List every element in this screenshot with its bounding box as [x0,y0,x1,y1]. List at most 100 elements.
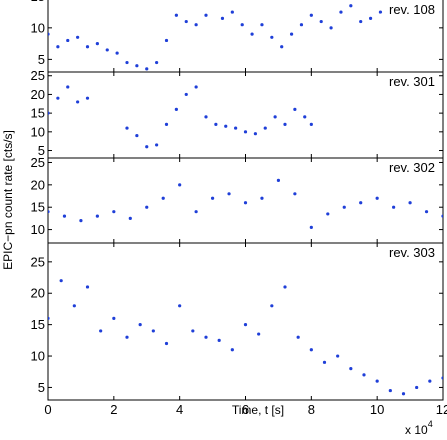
data-point [135,64,139,68]
data-point [224,124,228,128]
data-point [48,32,50,36]
data-point [112,316,116,320]
data-point [250,32,254,36]
data-point [283,285,287,289]
data-point [112,210,116,214]
data-point [401,392,406,396]
data-point [204,335,208,339]
data-point [270,304,274,308]
data-point [260,196,264,200]
data-point [326,212,330,216]
data-point [174,13,178,17]
data-point [289,32,294,36]
y-tick-label: 10 [31,20,45,35]
panel-frame [47,0,444,73]
data-point [309,122,313,126]
data-series [48,279,443,396]
data-point [125,335,129,339]
data-point [309,348,313,352]
data-point [155,60,159,65]
data-point [388,388,392,393]
data-point [375,379,379,383]
data-point [359,201,363,205]
data-point [79,219,83,223]
y-tick-label: 15 [31,0,45,4]
data-point [56,96,60,100]
y-tick-label: 15 [31,106,45,121]
data-point [230,10,234,14]
data-point [178,183,182,187]
data-point [243,323,248,327]
data-point [48,316,50,320]
data-point [276,178,281,182]
data-point [415,385,419,390]
data-point [145,205,149,209]
data-point [227,192,231,196]
data-point [368,16,373,20]
y-tick-label: 20 [31,286,45,301]
data-point [342,205,346,209]
data-point [99,329,103,333]
data-point [273,115,277,119]
data-point [234,126,238,130]
y-tick-label: 15 [31,200,45,215]
x-axis-multiplier-base: x 10 [405,423,428,437]
y-tick-label: 25 [31,254,45,269]
data-point [194,23,198,27]
data-point [66,38,70,43]
data-point [145,67,149,71]
data-point [220,16,225,20]
data-point [263,126,267,130]
y-tick-label: 10 [31,124,45,139]
y-tick-label: 20 [31,87,45,102]
data-point [174,107,178,111]
data-point [349,367,353,371]
x-tick-label: 10 [370,402,384,417]
data-point [72,304,76,308]
data-point [319,19,323,24]
data-point [362,373,366,377]
data-point [184,19,188,24]
data-point [428,379,432,383]
data-point [243,201,248,205]
data-point [293,107,297,111]
data-series [48,4,383,71]
data-point [76,100,80,104]
data-point [115,51,119,55]
y-tick-label: 10 [31,349,45,364]
y-tick-label: 5 [38,52,45,67]
data-point [230,348,234,352]
data-point [151,329,155,333]
data-point [309,13,313,17]
x-axis-label: Time, t [s] [232,403,284,417]
data-point [85,285,90,289]
y-tick-label: 25 [31,68,45,83]
data-point [378,10,383,14]
data-point [48,210,50,214]
data-point [349,4,353,8]
panel-1: 5 10 15 rev. 108 [31,0,444,73]
y-tick-label: 5 [38,380,45,395]
panel-label: rev. 302 [389,160,435,175]
data-point [204,13,208,17]
data-point [194,85,198,89]
data-point [240,23,244,27]
data-point [178,304,182,308]
panel-frame [47,157,444,244]
data-point [191,329,195,333]
data-point [257,332,261,336]
x-axis-multiplier-exponent: 4 [428,419,433,429]
data-point [164,38,169,43]
panel-label: rev. 301 [389,74,435,89]
data-point [128,216,132,220]
data-point [95,214,99,218]
data-point [204,115,208,119]
data-point [164,341,169,346]
data-point [210,196,215,200]
data-point [214,122,218,126]
y-tick-label: 20 [31,177,45,192]
data-point [375,196,379,200]
x-tick-label: 6 [242,402,249,417]
data-point [243,130,248,134]
data-point [296,335,300,339]
